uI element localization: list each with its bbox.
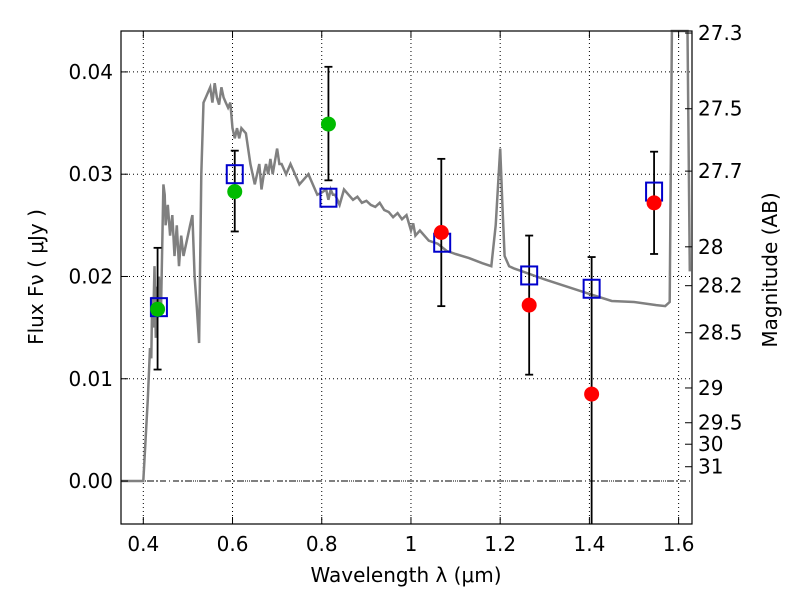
red-data-point bbox=[584, 386, 600, 402]
red-data-point bbox=[433, 224, 449, 240]
model-photometry-square bbox=[582, 278, 601, 299]
data-points bbox=[149, 116, 664, 402]
y-tick-label: 0.03 bbox=[68, 162, 113, 186]
red-data-point bbox=[646, 195, 662, 211]
y2-tick-label: 28 bbox=[698, 235, 723, 259]
plot-background bbox=[121, 31, 692, 524]
y2-axis-label: Magnitude (AB) bbox=[758, 192, 782, 347]
y-tick-label: 0.00 bbox=[68, 469, 113, 493]
y2-tick-label: 31 bbox=[698, 455, 723, 479]
x-tick-label: 0.8 bbox=[306, 532, 338, 556]
plot-frame bbox=[120, 30, 693, 525]
green-data-point bbox=[320, 116, 336, 132]
x-tick-label: 1.2 bbox=[484, 532, 516, 556]
red-data-point bbox=[521, 297, 537, 313]
x-axis-label: Wavelength λ (μm) bbox=[310, 563, 501, 587]
y2-tick-label: 27.3 bbox=[698, 21, 743, 45]
y-tick-label: 0.02 bbox=[68, 264, 113, 288]
x-tick-label: 0.6 bbox=[217, 532, 249, 556]
model-sed-line bbox=[121, 29, 692, 483]
x-tick-label: 0.4 bbox=[127, 532, 159, 556]
y2-tick-label: 27.7 bbox=[698, 159, 743, 183]
x-axis-ticks: 0.4 0.6 0.8 1 1.2 1.4 1.6 bbox=[127, 31, 695, 556]
y2-tick-label: 29.5 bbox=[698, 411, 743, 435]
y-tick-label: 0.04 bbox=[68, 60, 113, 84]
green-data-point bbox=[227, 184, 243, 200]
y2-tick-label: 27.5 bbox=[698, 97, 743, 121]
y-axis-ticks: 0.00 0.01 0.02 0.03 0.04 bbox=[68, 60, 128, 493]
y2-tick-label: 28.2 bbox=[698, 274, 743, 298]
model-photometry-square bbox=[225, 164, 244, 185]
y-tick-label: 0.01 bbox=[68, 367, 113, 391]
x-tick-label: 1.4 bbox=[573, 532, 605, 556]
x-tick-label: 1.6 bbox=[663, 532, 695, 556]
model-photometry-square bbox=[319, 187, 338, 208]
x-tick-label: 1 bbox=[405, 532, 418, 556]
y2-tick-label: 30 bbox=[698, 432, 723, 456]
green-data-point bbox=[150, 301, 166, 317]
y-axis-label: Flux Fν ( μJy ) bbox=[24, 209, 48, 345]
y2-tick-label: 29 bbox=[698, 376, 723, 400]
y2-tick-label: 28.5 bbox=[698, 321, 743, 345]
model-photometry-square bbox=[520, 265, 539, 286]
